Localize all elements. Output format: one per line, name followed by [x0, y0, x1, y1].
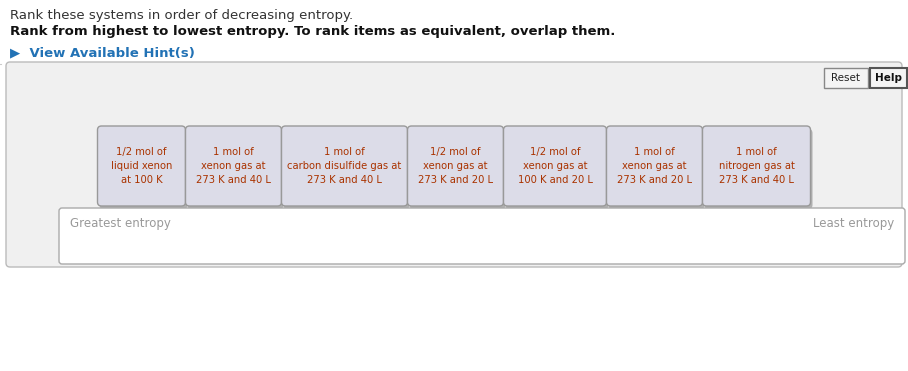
FancyBboxPatch shape — [607, 126, 703, 206]
Text: 1/2 mol of
xenon gas at
100 K and 20 L: 1/2 mol of xenon gas at 100 K and 20 L — [518, 147, 592, 185]
FancyBboxPatch shape — [408, 126, 504, 206]
Text: 1 mol of
carbon disulfide gas at
273 K and 40 L: 1 mol of carbon disulfide gas at 273 K a… — [287, 147, 401, 185]
FancyBboxPatch shape — [100, 129, 187, 209]
FancyBboxPatch shape — [187, 129, 283, 209]
FancyBboxPatch shape — [870, 68, 907, 88]
FancyBboxPatch shape — [6, 62, 902, 267]
Text: Help: Help — [875, 73, 902, 83]
FancyBboxPatch shape — [506, 129, 608, 209]
FancyBboxPatch shape — [281, 126, 408, 206]
Text: 1/2 mol of
xenon gas at
273 K and 20 L: 1/2 mol of xenon gas at 273 K and 20 L — [418, 147, 493, 185]
Text: Rank from highest to lowest entropy. To rank items as equivalent, overlap them.: Rank from highest to lowest entropy. To … — [10, 25, 616, 38]
Text: Greatest entropy: Greatest entropy — [70, 217, 171, 230]
Text: Least entropy: Least entropy — [813, 217, 894, 230]
FancyBboxPatch shape — [410, 129, 506, 209]
Text: 1/2 mol of
liquid xenon
at 100 K: 1/2 mol of liquid xenon at 100 K — [111, 147, 173, 185]
Text: Reset: Reset — [832, 73, 861, 83]
FancyBboxPatch shape — [59, 208, 905, 264]
Text: 1 mol of
nitrogen gas at
273 K and 40 L: 1 mol of nitrogen gas at 273 K and 40 L — [718, 147, 794, 185]
FancyBboxPatch shape — [824, 68, 868, 88]
FancyBboxPatch shape — [608, 129, 705, 209]
FancyBboxPatch shape — [504, 126, 607, 206]
FancyBboxPatch shape — [283, 129, 410, 209]
FancyBboxPatch shape — [185, 126, 281, 206]
Text: ▶  View Available Hint(s): ▶ View Available Hint(s) — [10, 46, 195, 59]
Text: 1 mol of
xenon gas at
273 K and 40 L: 1 mol of xenon gas at 273 K and 40 L — [196, 147, 271, 185]
FancyBboxPatch shape — [703, 126, 811, 206]
Text: Rank these systems in order of decreasing entropy.: Rank these systems in order of decreasin… — [10, 9, 353, 22]
Text: 1 mol of
xenon gas at
273 K and 20 L: 1 mol of xenon gas at 273 K and 20 L — [617, 147, 692, 185]
FancyBboxPatch shape — [705, 129, 813, 209]
FancyBboxPatch shape — [97, 126, 185, 206]
